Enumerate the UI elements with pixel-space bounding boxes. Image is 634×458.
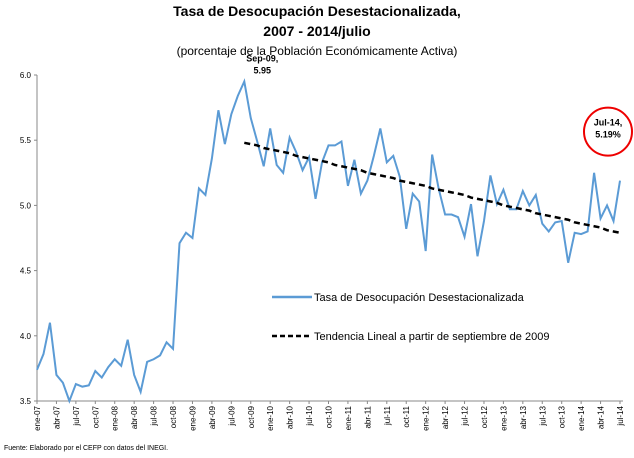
x-tick-label: jul-11: [383, 405, 392, 426]
x-tick-label: abr-07: [52, 405, 61, 429]
highlight-circle: [583, 106, 633, 157]
x-tick-label: ene-14: [577, 405, 586, 430]
y-tick-label: 4.0: [20, 332, 32, 341]
source-note: Fuente: Elaborado por el CEFP con datos …: [4, 445, 168, 452]
x-tick-label: oct-08: [169, 405, 178, 428]
chart-title: Tasa de Desocupación Desestacionalizada,: [173, 3, 461, 19]
x-tick-label: oct-13: [558, 405, 567, 428]
x-tick-label: jul-10: [305, 405, 314, 426]
x-tick-label: oct-07: [91, 405, 100, 428]
y-tick-label: 3.5: [20, 397, 32, 406]
x-tick-label: oct-09: [247, 405, 256, 428]
x-tick-label: jul-08: [150, 405, 159, 426]
x-tick-label: jul-09: [227, 405, 236, 426]
annotation: Sep-09,: [246, 54, 278, 64]
series-line: [244, 141, 621, 235]
x-tick-label: jul-14: [616, 405, 625, 426]
series-line: [36, 78, 621, 404]
x-tick-label: ene-11: [344, 405, 353, 430]
legend-label: Tendencia Lineal a partir de septiembre …: [314, 331, 549, 343]
x-tick-label: ene-09: [188, 405, 197, 430]
x-tick-label: oct-12: [480, 405, 489, 428]
x-tick-label: jul-12: [461, 405, 470, 426]
x-tick-label: abr-14: [597, 405, 606, 429]
y-tick-label: 5.0: [20, 201, 32, 210]
x-tick-label: abr-12: [441, 405, 450, 429]
x-tick-label: ene-13: [499, 405, 508, 430]
x-tick-label: abr-11: [363, 405, 372, 428]
x-tick-label: abr-08: [130, 405, 139, 429]
y-tick-label: 4.5: [20, 267, 32, 276]
chart-subtitle: (porcentaje de la Población Económicamen…: [177, 44, 458, 58]
x-tick-label: jul-13: [538, 405, 547, 426]
x-tick-label: abr-10: [286, 405, 295, 429]
annotation: 5.19%: [595, 130, 621, 140]
chart-title: 2007 - 2014/julio: [263, 23, 370, 39]
x-tick-label: abr-09: [208, 405, 217, 429]
x-tick-label: abr-13: [519, 405, 528, 429]
x-tick-label: jul-07: [72, 405, 81, 426]
y-tick-label: 6.0: [20, 71, 32, 80]
x-tick-label: oct-11: [402, 405, 411, 427]
x-tick-label: oct-10: [325, 405, 334, 428]
annotation: Jul-14,: [594, 118, 623, 128]
x-tick-label: ene-12: [422, 405, 431, 430]
x-tick-label: ene-08: [111, 405, 120, 430]
annotation: 5.95: [254, 66, 272, 76]
y-tick-label: 5.5: [20, 136, 32, 145]
legend-label: Tasa de Desocupación Desestacionalizada: [314, 292, 525, 304]
x-tick-label: ene-07: [33, 405, 42, 430]
x-tick-label: ene-10: [266, 405, 275, 430]
